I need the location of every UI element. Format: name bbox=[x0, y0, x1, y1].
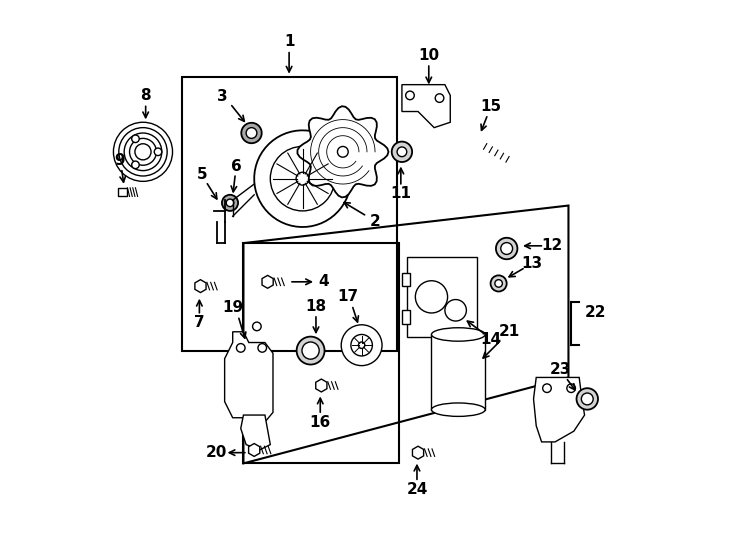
Polygon shape bbox=[262, 275, 273, 288]
Ellipse shape bbox=[496, 238, 517, 259]
Circle shape bbox=[435, 94, 444, 103]
Text: 18: 18 bbox=[305, 299, 327, 314]
Ellipse shape bbox=[222, 195, 238, 211]
Text: 6: 6 bbox=[231, 159, 241, 174]
Polygon shape bbox=[195, 280, 206, 293]
Circle shape bbox=[296, 172, 309, 185]
Ellipse shape bbox=[397, 147, 407, 157]
Text: 23: 23 bbox=[550, 362, 571, 377]
Text: 19: 19 bbox=[222, 300, 243, 315]
Circle shape bbox=[131, 135, 139, 143]
Polygon shape bbox=[297, 106, 388, 198]
Polygon shape bbox=[402, 85, 450, 127]
Ellipse shape bbox=[392, 141, 412, 162]
FancyBboxPatch shape bbox=[117, 188, 128, 197]
Circle shape bbox=[338, 146, 348, 157]
Ellipse shape bbox=[241, 123, 262, 143]
Ellipse shape bbox=[576, 388, 598, 410]
Circle shape bbox=[258, 343, 266, 352]
Circle shape bbox=[131, 161, 139, 168]
Text: 21: 21 bbox=[498, 325, 520, 339]
Circle shape bbox=[154, 148, 161, 156]
Circle shape bbox=[341, 325, 382, 366]
Ellipse shape bbox=[581, 393, 593, 405]
Polygon shape bbox=[413, 446, 424, 459]
Polygon shape bbox=[254, 130, 351, 227]
Text: 7: 7 bbox=[194, 315, 205, 330]
Text: 16: 16 bbox=[310, 415, 331, 429]
FancyBboxPatch shape bbox=[407, 256, 477, 337]
Text: 24: 24 bbox=[407, 482, 428, 497]
Text: 1: 1 bbox=[284, 34, 294, 49]
Text: 2: 2 bbox=[370, 214, 380, 229]
Text: 8: 8 bbox=[140, 88, 151, 103]
Polygon shape bbox=[432, 334, 485, 410]
Ellipse shape bbox=[490, 275, 506, 292]
Circle shape bbox=[542, 384, 551, 393]
FancyBboxPatch shape bbox=[402, 310, 410, 323]
Text: 4: 4 bbox=[319, 274, 330, 289]
Text: 10: 10 bbox=[418, 48, 440, 63]
Circle shape bbox=[406, 91, 414, 100]
FancyBboxPatch shape bbox=[402, 273, 410, 286]
Ellipse shape bbox=[302, 342, 319, 359]
Polygon shape bbox=[241, 415, 270, 450]
Polygon shape bbox=[225, 332, 273, 428]
Text: 11: 11 bbox=[390, 186, 411, 201]
Text: 17: 17 bbox=[338, 289, 359, 305]
Text: 13: 13 bbox=[521, 255, 542, 271]
Text: 22: 22 bbox=[584, 306, 606, 320]
Text: 12: 12 bbox=[542, 238, 563, 253]
Polygon shape bbox=[316, 379, 327, 392]
Polygon shape bbox=[534, 377, 584, 442]
Ellipse shape bbox=[226, 199, 233, 207]
Text: 3: 3 bbox=[217, 89, 228, 104]
Ellipse shape bbox=[297, 336, 324, 365]
Circle shape bbox=[236, 343, 245, 352]
Text: 15: 15 bbox=[480, 99, 501, 113]
Text: 5: 5 bbox=[197, 167, 208, 182]
Circle shape bbox=[567, 384, 575, 393]
Polygon shape bbox=[249, 443, 260, 456]
Text: 9: 9 bbox=[115, 153, 126, 168]
Ellipse shape bbox=[501, 242, 512, 254]
Text: 20: 20 bbox=[206, 445, 228, 460]
Ellipse shape bbox=[432, 403, 485, 416]
Circle shape bbox=[252, 322, 261, 330]
Text: 14: 14 bbox=[480, 332, 501, 347]
Ellipse shape bbox=[495, 280, 502, 287]
Ellipse shape bbox=[246, 127, 257, 138]
Ellipse shape bbox=[432, 328, 485, 341]
Circle shape bbox=[358, 342, 365, 348]
